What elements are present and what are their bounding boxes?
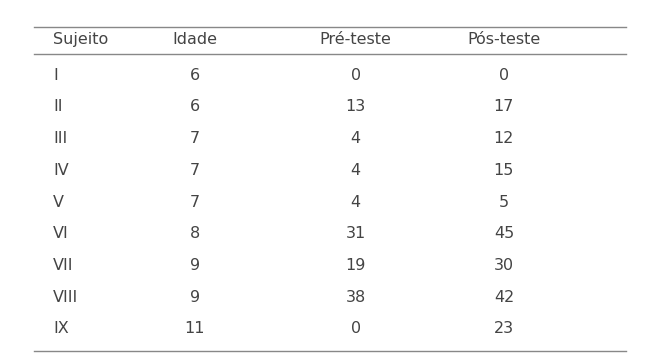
Text: I: I bbox=[53, 68, 58, 83]
Text: 5: 5 bbox=[499, 195, 509, 209]
Text: 13: 13 bbox=[345, 99, 366, 114]
Text: 15: 15 bbox=[494, 163, 514, 178]
Text: 6: 6 bbox=[190, 68, 200, 83]
Text: 4: 4 bbox=[351, 195, 361, 209]
Text: 7: 7 bbox=[190, 195, 200, 209]
Text: 0: 0 bbox=[351, 321, 361, 337]
Text: 4: 4 bbox=[351, 163, 361, 178]
Text: VI: VI bbox=[53, 226, 69, 241]
Text: 38: 38 bbox=[345, 290, 366, 305]
Text: III: III bbox=[53, 131, 67, 146]
Text: Sujeito: Sujeito bbox=[53, 32, 108, 47]
Text: 42: 42 bbox=[494, 290, 514, 305]
Text: 31: 31 bbox=[345, 226, 366, 241]
Text: 4: 4 bbox=[351, 131, 361, 146]
Text: IV: IV bbox=[53, 163, 69, 178]
Text: 0: 0 bbox=[499, 68, 509, 83]
Text: V: V bbox=[53, 195, 64, 209]
Text: Pré-teste: Pré-teste bbox=[320, 32, 391, 47]
Text: 17: 17 bbox=[494, 99, 514, 114]
Text: 12: 12 bbox=[494, 131, 514, 146]
Text: II: II bbox=[53, 99, 62, 114]
Text: 7: 7 bbox=[190, 131, 200, 146]
Text: VIII: VIII bbox=[53, 290, 78, 305]
Text: 7: 7 bbox=[190, 163, 200, 178]
Text: 9: 9 bbox=[190, 290, 200, 305]
Text: 19: 19 bbox=[345, 258, 366, 273]
Text: IX: IX bbox=[53, 321, 69, 337]
Text: VII: VII bbox=[53, 258, 73, 273]
Text: 6: 6 bbox=[190, 99, 200, 114]
Text: 8: 8 bbox=[190, 226, 200, 241]
Text: 11: 11 bbox=[184, 321, 205, 337]
Text: Idade: Idade bbox=[172, 32, 217, 47]
Text: 45: 45 bbox=[494, 226, 514, 241]
Text: 23: 23 bbox=[494, 321, 514, 337]
Text: Pós-teste: Pós-teste bbox=[467, 32, 540, 47]
Text: 9: 9 bbox=[190, 258, 200, 273]
Text: 0: 0 bbox=[351, 68, 361, 83]
Text: 30: 30 bbox=[494, 258, 514, 273]
